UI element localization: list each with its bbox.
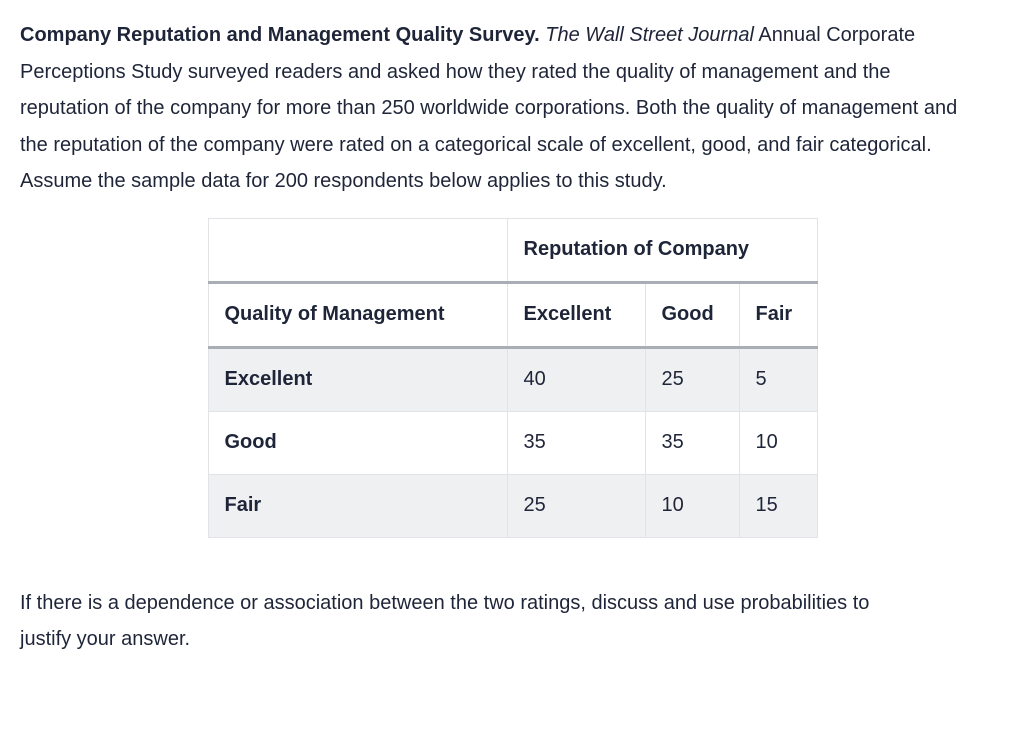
cell-value: 10 bbox=[644, 473, 740, 538]
problem-title: Company Reputation and Management Qualit… bbox=[20, 24, 540, 46]
table-span-header-row: Reputation of Company bbox=[207, 217, 818, 284]
column-header-good: Good bbox=[644, 281, 740, 349]
reputation-of-company-header: Reputation of Company bbox=[506, 217, 818, 284]
cell-value: 15 bbox=[738, 473, 818, 538]
cell-value: 40 bbox=[506, 346, 646, 412]
problem-content: Company Reputation and Management Qualit… bbox=[20, 17, 1004, 658]
cell-value: 35 bbox=[644, 410, 740, 475]
row-label: Fair bbox=[207, 473, 508, 538]
table-row-fair: Fair 25 10 15 bbox=[207, 473, 818, 538]
intro-body-text: Annual Corporate Perceptions Study surve… bbox=[20, 24, 958, 192]
cell-value: 25 bbox=[644, 346, 740, 412]
quality-of-management-header: Quality of Management bbox=[207, 281, 508, 349]
column-header-fair: Fair bbox=[738, 281, 818, 349]
column-header-excellent: Excellent bbox=[506, 281, 646, 349]
row-label: Good bbox=[207, 410, 508, 475]
empty-corner-cell bbox=[207, 217, 508, 284]
intro-paragraph: Company Reputation and Management Qualit… bbox=[20, 17, 982, 200]
table-row-excellent: Excellent 40 25 5 bbox=[207, 346, 818, 412]
contingency-table-container: Reputation of Company Quality of Managem… bbox=[207, 217, 818, 538]
cell-value: 35 bbox=[506, 410, 646, 475]
cell-value: 5 bbox=[738, 346, 818, 412]
question-paragraph: If there is a dependence or association … bbox=[20, 591, 870, 651]
cell-value: 10 bbox=[738, 410, 818, 475]
cell-value: 25 bbox=[506, 473, 646, 538]
row-label: Excellent bbox=[207, 346, 508, 412]
table-column-header-row: Quality of Management Excellent Good Fai… bbox=[207, 281, 818, 349]
contingency-table: Reputation of Company Quality of Managem… bbox=[207, 217, 818, 538]
journal-source-name: The Wall Street Journal bbox=[545, 24, 754, 46]
table-row-good: Good 35 35 10 bbox=[207, 410, 818, 475]
